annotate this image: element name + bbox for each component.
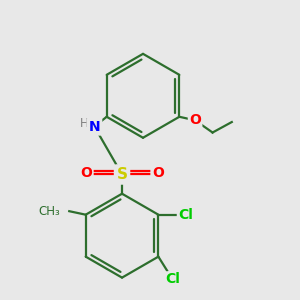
Text: Cl: Cl — [166, 272, 181, 286]
Text: Cl: Cl — [178, 208, 193, 222]
Text: S: S — [116, 167, 128, 182]
Text: N: N — [88, 120, 100, 134]
Text: O: O — [189, 113, 201, 127]
Text: H: H — [80, 117, 89, 130]
Text: O: O — [152, 166, 164, 180]
Text: CH₃: CH₃ — [38, 205, 60, 218]
Text: O: O — [80, 166, 92, 180]
